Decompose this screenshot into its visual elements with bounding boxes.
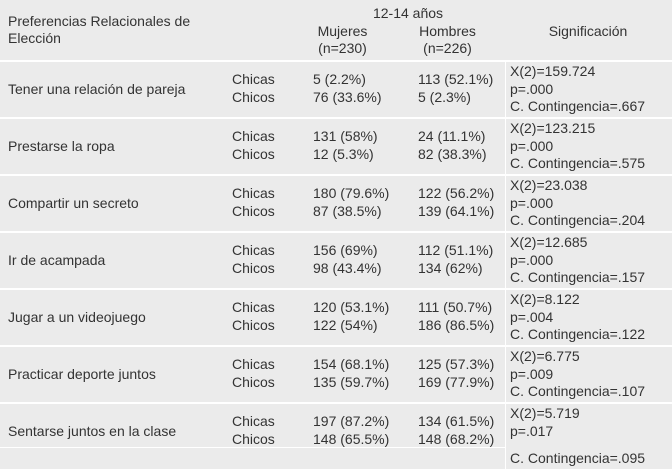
- row-label: Sentarse juntos en la clase: [8, 423, 177, 439]
- header-title: Preferencias Relacionales de Elección: [8, 13, 191, 46]
- mujeres-value: 148 (65.5%): [313, 431, 390, 447]
- hombres-value: 24 (11.1%): [418, 128, 486, 144]
- significance-line: C. Contingencia=.667: [510, 98, 646, 114]
- hombres-value: 134 (61.5%): [418, 413, 495, 429]
- significance-line: p=.017: [510, 422, 554, 439]
- header-band: [0, 0, 672, 60]
- group-label: Chicos: [232, 431, 275, 447]
- mujeres-value: 12 (5.3%): [313, 146, 374, 162]
- row-label: Practicar deporte juntos: [8, 366, 156, 382]
- group-label: Chicas: [232, 413, 275, 429]
- significance-line: X(2)=8.122: [510, 291, 580, 307]
- hombres-value: 125 (57.3%): [418, 356, 495, 372]
- group-label: Chicos: [232, 89, 275, 105]
- column-n: (n=230): [318, 40, 367, 56]
- hombres-value: 169 (77.9%): [418, 374, 495, 390]
- significance-line: C. Contingencia=.157: [510, 269, 646, 285]
- row-label: Ir de acampada: [8, 252, 106, 268]
- significance-line: C. Contingencia=.107: [510, 383, 646, 399]
- row-band: [0, 62, 672, 117]
- mujeres-value: 135 (59.7%): [313, 374, 390, 390]
- row-band: [0, 290, 672, 345]
- significance-line: C. Contingencia=.095: [510, 450, 646, 466]
- group-label: Chicas: [232, 185, 275, 201]
- row-label: Prestarse la ropa: [8, 138, 115, 154]
- group-label: Chicas: [232, 71, 275, 87]
- row-label: Compartir un secreto: [8, 195, 139, 211]
- mujeres-value: 154 (68.1%): [313, 356, 390, 372]
- hombres-value: 82 (38.3%): [418, 146, 487, 162]
- group-label: Chicas: [232, 356, 275, 372]
- group-label: Chicas: [232, 242, 275, 258]
- significance-line: p=.000: [510, 251, 554, 268]
- group-label: Chicas: [232, 299, 275, 315]
- significance-header: Significación: [548, 23, 628, 39]
- hombres-value: 139 (64.1%): [418, 203, 495, 219]
- row-band: [0, 176, 672, 231]
- hombres-value: 111 (50.7%): [418, 299, 493, 315]
- significance-line: X(2)=6.775: [510, 348, 580, 364]
- row-band: [0, 347, 672, 402]
- column-divider: [505, 60, 506, 469]
- row-label: Jugar a un videojuego: [8, 309, 146, 325]
- group-label: Chicos: [232, 146, 275, 162]
- hombres-value: 134 (62%): [418, 260, 483, 276]
- mujeres-value: 98 (43.4%): [313, 260, 382, 276]
- last-row-divider: [0, 447, 505, 448]
- significance-line: p=.009: [510, 365, 554, 382]
- row-band: [0, 404, 672, 469]
- significance-line: p=.000: [510, 137, 554, 154]
- significance-line: C. Contingencia=.575: [510, 155, 646, 171]
- mujeres-value: 76 (33.6%): [313, 89, 382, 105]
- mujeres-value: 120 (53.1%): [313, 299, 390, 315]
- hombres-value: 122 (56.2%): [418, 185, 495, 201]
- group-label: Chicos: [232, 260, 275, 276]
- mujeres-value: 122 (54%): [313, 317, 378, 333]
- group-label: Chicas: [232, 128, 275, 144]
- row-band: [0, 119, 672, 174]
- column-label: Mujeres: [317, 23, 368, 39]
- group-label: Chicos: [232, 203, 275, 219]
- mujeres-value: 156 (69%): [313, 242, 378, 258]
- hombres-value: 112 (51.1%): [418, 242, 494, 258]
- column-n: (n=226): [423, 40, 472, 56]
- significance-line: p=.004: [510, 308, 554, 325]
- row-band: [0, 233, 672, 288]
- group-label: Chicos: [232, 317, 275, 333]
- significance-line: X(2)=5.719: [510, 405, 580, 421]
- significance-line: X(2)=23.038: [510, 177, 588, 193]
- significance-line: X(2)=159.724: [510, 63, 596, 79]
- significance-line: X(2)=12.685: [510, 234, 588, 250]
- significance-line: p=.000: [510, 80, 554, 97]
- significance-line: p=.000: [510, 194, 554, 211]
- hombres-value: 186 (86.5%): [418, 317, 495, 333]
- mujeres-value: 131 (58%): [313, 128, 378, 144]
- significance-line: C. Contingencia=.204: [510, 212, 646, 228]
- hombres-value: 113 (52.1%): [418, 71, 494, 87]
- mujeres-value: 5 (2.2%): [313, 71, 366, 87]
- age-group: 12-14 años: [372, 5, 444, 21]
- significance-line: X(2)=123.215: [510, 120, 596, 136]
- group-label: Chicos: [232, 374, 275, 390]
- hombres-value: 5 (2.3%): [418, 89, 471, 105]
- mujeres-value: 197 (87.2%): [313, 413, 390, 429]
- mujeres-value: 180 (79.6%): [313, 185, 390, 201]
- hombres-value: 148 (68.2%): [418, 431, 495, 447]
- row-label: Tener una relación de pareja: [8, 81, 186, 97]
- mujeres-value: 87 (38.5%): [313, 203, 382, 219]
- significance-line: C. Contingencia=.122: [510, 326, 646, 342]
- column-label: Hombres: [419, 23, 476, 39]
